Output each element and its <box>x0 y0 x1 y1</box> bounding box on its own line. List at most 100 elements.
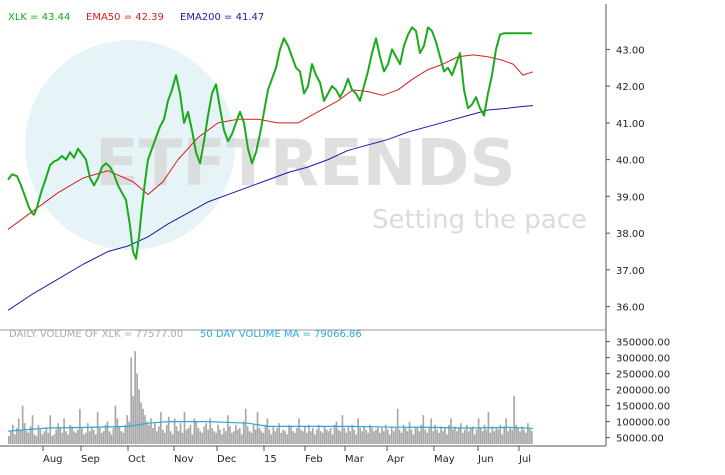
volume-y-axis: 50000.00 100000.00 150000.00 200000.00 25000… <box>606 338 670 445</box>
price-y-tick-label: 39.00 <box>616 192 645 203</box>
volume-bar <box>75 432 77 444</box>
volume-bar <box>169 431 172 444</box>
volume-bar <box>234 424 237 444</box>
volume-bar <box>503 426 506 444</box>
volume-bar <box>23 423 26 444</box>
volume-bar <box>25 431 28 444</box>
volume-bar <box>531 431 533 444</box>
volume-bar <box>477 418 480 444</box>
volume-bar <box>154 423 156 444</box>
volume-bar <box>343 428 346 444</box>
volume-bar <box>519 431 521 444</box>
volume-bar <box>114 405 117 444</box>
x-tick-label: Mar <box>345 454 365 465</box>
volume-bar <box>258 428 261 444</box>
volume-bar <box>458 428 460 444</box>
volume-bar <box>102 431 105 444</box>
volume-bar <box>33 434 36 444</box>
volume-bar <box>189 424 192 444</box>
volume-bar <box>185 429 188 444</box>
legend-ema50: EMA50 = 42.39 <box>86 12 164 23</box>
volume-bar <box>398 429 401 444</box>
volume-bar <box>317 424 320 444</box>
volume-bar <box>138 389 140 444</box>
volume-bar <box>529 428 531 444</box>
volume-bar <box>373 431 375 444</box>
volume-bar <box>49 415 52 444</box>
volume-bar <box>272 426 275 444</box>
volume-bar <box>223 428 225 444</box>
volume-bar <box>201 432 204 444</box>
volume-bar <box>523 429 525 444</box>
volume-bar <box>45 428 48 444</box>
volume-bar <box>347 426 350 444</box>
legend-ema200: EMA200 = 41.47 <box>180 12 264 23</box>
volume-bar <box>108 431 111 444</box>
volume-bar <box>359 428 361 444</box>
volume-bar <box>100 432 103 444</box>
volume-bar <box>61 432 63 444</box>
volume-bar <box>266 418 269 444</box>
volume-ma-line <box>7 421 534 432</box>
volume-bar <box>404 428 407 444</box>
volume-bar <box>254 429 257 444</box>
volume-bar <box>300 429 302 444</box>
volume-bar <box>132 396 135 444</box>
volume-bar <box>341 415 344 444</box>
volume-bar <box>313 434 316 444</box>
volume-bar <box>315 429 318 444</box>
volume-bar <box>262 432 265 444</box>
volume-bar <box>309 431 312 444</box>
price-y-tick-label: 43.00 <box>616 45 645 56</box>
volume-bar <box>179 423 182 444</box>
volume-bar <box>211 428 213 444</box>
volume-bar <box>77 429 79 444</box>
volume-y-tick-label: 200000.00 <box>616 386 670 397</box>
volume-bar <box>335 421 338 444</box>
volume-bar <box>418 431 421 444</box>
volume-bar <box>199 431 202 444</box>
volume-bar <box>144 415 146 444</box>
volume-bar <box>363 426 365 444</box>
watermark-tagline: Setting the pace <box>372 205 587 235</box>
volume-y-tick-label: 150000.00 <box>616 402 670 413</box>
series-layer <box>7 26 534 432</box>
volume-bar <box>432 431 435 444</box>
volume-bar <box>337 429 340 444</box>
legend-volume: DAILY VOLUME OF XLK = 77577.00 <box>9 329 183 340</box>
watermark-brand: ETFTRENDS <box>95 127 516 201</box>
volume-bar <box>521 426 523 444</box>
volume-bar <box>495 428 498 444</box>
price-y-tick-label: 40.00 <box>616 156 645 167</box>
volume-bar <box>436 429 438 444</box>
volume-bar <box>475 429 478 444</box>
volume-bar <box>233 431 235 444</box>
volume-bar <box>203 426 206 444</box>
volume-bar <box>98 428 101 444</box>
ema200-line <box>7 105 534 311</box>
volume-bar <box>345 432 348 444</box>
price-line <box>7 26 532 260</box>
volume-bar <box>481 431 484 444</box>
volume-bar <box>499 424 502 444</box>
volume-bar <box>116 418 119 444</box>
volume-bar <box>365 429 367 444</box>
volume-bar <box>426 432 429 444</box>
volume-bar <box>39 429 42 444</box>
x-tick-label: 15 <box>264 454 277 465</box>
volume-bar <box>450 418 452 444</box>
volume-bar <box>187 428 190 444</box>
volume-bar <box>250 432 253 444</box>
volume-bar <box>420 424 423 444</box>
volume-bar <box>217 424 219 444</box>
volume-bar <box>416 428 419 444</box>
volume-bar <box>513 396 515 444</box>
volume-bar <box>53 434 56 444</box>
volume-bar <box>83 434 85 444</box>
volume-bar <box>304 426 306 444</box>
volume-bar <box>215 432 217 444</box>
volume-bars <box>8 351 533 444</box>
watermark: ETFTRENDS Setting the pace <box>25 40 587 250</box>
volume-bar <box>88 431 91 444</box>
